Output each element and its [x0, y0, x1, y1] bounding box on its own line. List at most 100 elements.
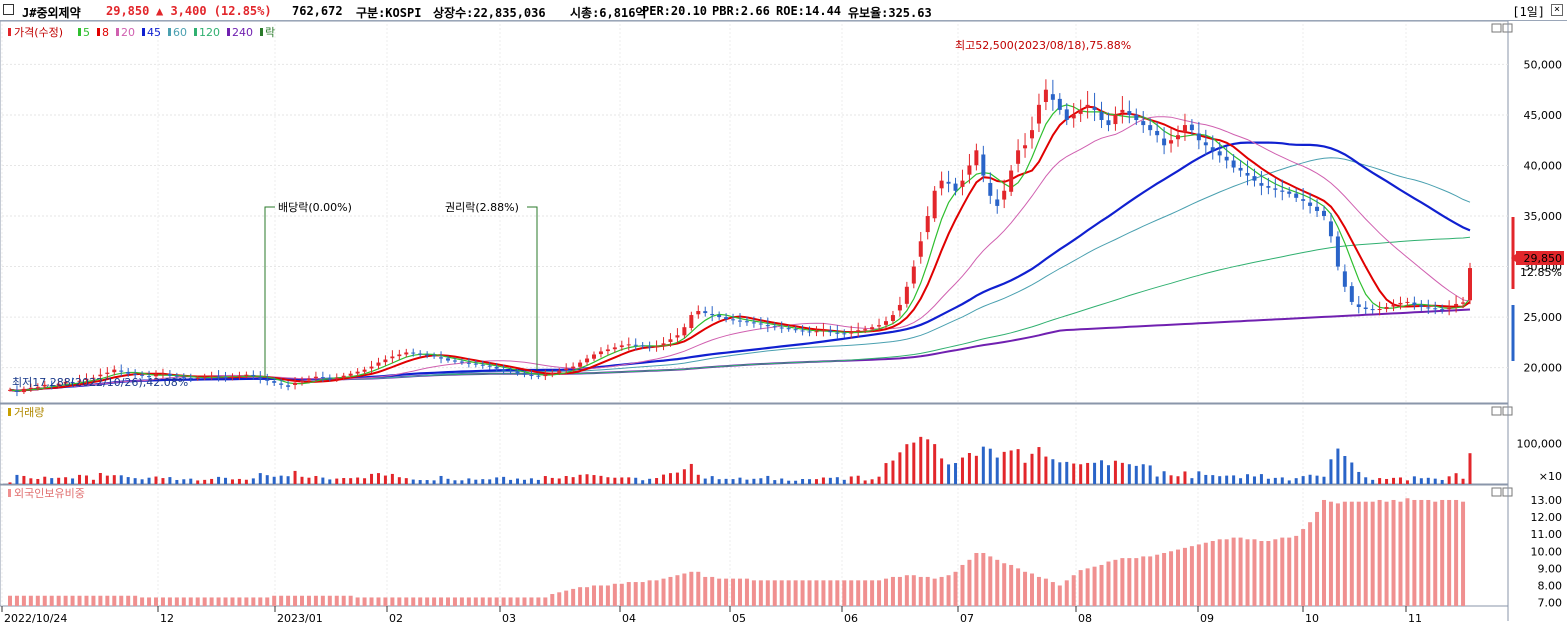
volume-bar — [328, 479, 332, 484]
candle — [1398, 302, 1403, 305]
period-selector[interactable]: [1일] — [1512, 5, 1545, 19]
volume-bar — [1176, 476, 1180, 484]
volume-bar — [64, 477, 68, 484]
foreign-bar — [1196, 544, 1201, 606]
volume-bar — [655, 478, 659, 484]
volume-bar — [1392, 477, 1396, 484]
volume-bar — [237, 478, 241, 484]
volume-bar — [578, 474, 582, 484]
legend-price[interactable]: 가격(수정) — [14, 26, 63, 39]
candle — [751, 322, 756, 324]
legend-ma-락[interactable]: 락 — [265, 26, 275, 39]
volume-bar — [529, 478, 533, 484]
volume-bar — [571, 477, 575, 484]
volume-bar — [856, 475, 860, 484]
foreign-panel-minimize-icon[interactable] — [1491, 487, 1502, 497]
volume-bar — [1315, 475, 1319, 484]
volume-bar — [349, 478, 353, 484]
legend-ma-8[interactable]: 8 — [102, 26, 109, 39]
candle — [1419, 305, 1424, 307]
volume-bar — [126, 477, 130, 484]
volume-bar — [1239, 478, 1243, 484]
volume-bar — [592, 475, 596, 484]
price-panel-minimize-icon[interactable] — [1491, 23, 1502, 33]
volume-bar — [1106, 465, 1110, 484]
stock-name[interactable]: J#중외제약 — [22, 6, 81, 20]
legend-ma-45[interactable]: 45 — [147, 26, 161, 39]
price-tick-label: 40,000 — [1524, 159, 1563, 172]
foreign-bar — [119, 595, 124, 606]
foreign-bar — [974, 552, 979, 606]
volume-bar — [1086, 462, 1090, 484]
foreign-bar — [633, 582, 638, 606]
foreign-bar — [1030, 573, 1034, 606]
candle — [376, 362, 381, 366]
foreign-bar — [1036, 576, 1041, 606]
legend-volume[interactable]: 거래량 — [14, 406, 44, 419]
volume-bar — [404, 478, 408, 484]
foreign-bar — [1071, 575, 1076, 606]
candle — [675, 335, 680, 338]
volume-bar — [766, 475, 770, 484]
candle — [550, 372, 555, 375]
candle — [279, 383, 284, 385]
legend-ma-20[interactable]: 20 — [121, 26, 135, 39]
foreign-bar — [1356, 501, 1361, 606]
candle — [237, 375, 242, 377]
foreign-tick-label: 10.00 — [1531, 545, 1563, 558]
candle — [619, 345, 624, 348]
candle — [967, 165, 972, 175]
candle — [56, 383, 61, 386]
volume-bar — [599, 475, 603, 484]
candle — [216, 376, 221, 378]
candle — [306, 378, 311, 381]
legend-foreign[interactable]: 외국인보유비중 — [14, 487, 85, 500]
candle — [1036, 104, 1041, 124]
volume-bar — [1426, 477, 1430, 484]
volume-panel-minimize-icon[interactable] — [1491, 406, 1502, 416]
price-panel — [0, 21, 1509, 404]
candle — [1454, 303, 1459, 307]
foreign-bar — [682, 573, 687, 606]
foreign-bar — [494, 597, 499, 606]
foreign-bar — [487, 597, 492, 606]
candle — [626, 344, 631, 346]
candle — [362, 369, 367, 372]
foreign-tick-label: 8.00 — [1538, 579, 1563, 592]
candle — [202, 376, 207, 378]
candle — [459, 361, 464, 363]
foreign-bar — [1335, 503, 1340, 606]
candle — [293, 382, 298, 385]
volume-bar — [773, 480, 777, 484]
pbr-value: PBR:2.66 — [712, 4, 770, 18]
foreign-bar — [932, 578, 937, 606]
close-icon[interactable]: × — [1551, 4, 1563, 16]
candle — [849, 332, 854, 334]
candle — [1301, 199, 1306, 201]
volume-bar — [356, 477, 360, 484]
candle — [272, 381, 277, 383]
foreign-bar — [140, 597, 145, 606]
legend-ma-60[interactable]: 60 — [173, 26, 187, 39]
foreign-bar — [181, 597, 186, 606]
candle — [731, 319, 736, 321]
legend-ma-5[interactable]: 5 — [83, 26, 90, 39]
candle — [647, 346, 652, 348]
candle — [703, 311, 708, 314]
legend-ma-120[interactable]: 120 — [199, 26, 220, 39]
volume-bar — [863, 480, 867, 484]
candle — [779, 327, 784, 329]
legend-ma-240[interactable]: 240 — [232, 26, 253, 39]
candle — [1426, 307, 1431, 309]
candle — [1412, 302, 1417, 305]
volume-bar — [1134, 465, 1138, 484]
volume-bar — [1468, 453, 1472, 484]
select-checkbox[interactable] — [3, 4, 14, 15]
stock-chart[interactable]: 20,00025,00030,00035,00040,00045,00050,0… — [0, 21, 1567, 630]
candle — [230, 376, 235, 378]
foreign-bar — [654, 580, 659, 606]
foreign-bar — [369, 597, 374, 606]
volume-bar — [898, 452, 902, 484]
foreign-bar — [1141, 556, 1146, 606]
volume-bar — [696, 474, 700, 484]
